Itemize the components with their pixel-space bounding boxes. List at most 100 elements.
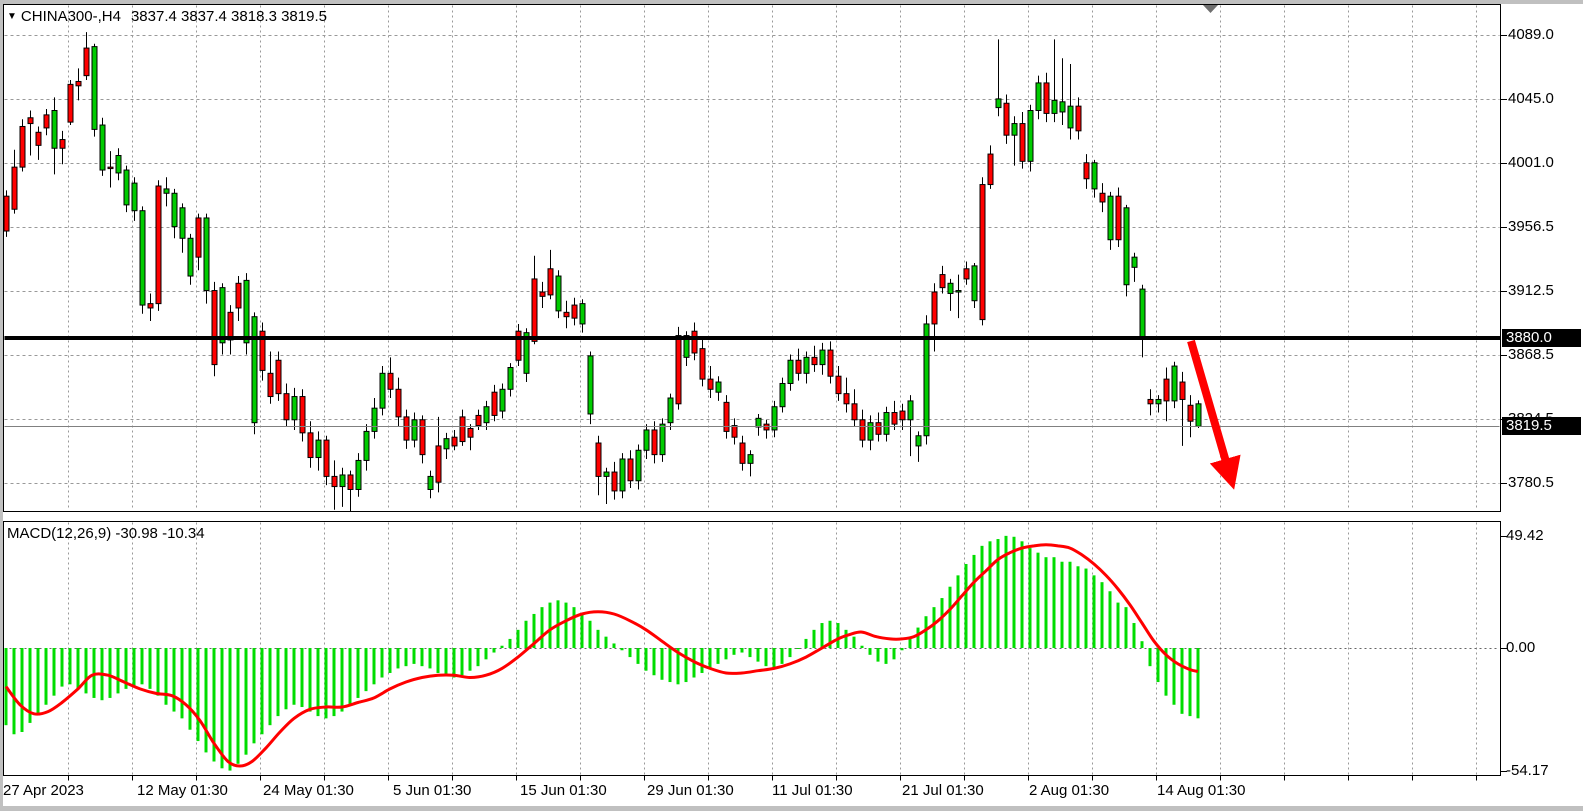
macd-bar	[308, 648, 312, 712]
macd-bar	[1076, 566, 1080, 648]
candle-up	[923, 323, 930, 437]
macd-bar	[220, 648, 224, 769]
candle-up	[363, 430, 370, 461]
candle-up	[1059, 101, 1066, 113]
candle-down	[571, 304, 578, 319]
candle-down	[147, 303, 154, 309]
macd-bar	[204, 648, 208, 753]
candle-up	[555, 275, 562, 312]
candle-up	[1035, 82, 1042, 112]
candle-down	[211, 290, 218, 366]
macd-bar	[460, 648, 464, 676]
symbol-dropdown-icon[interactable]: ▼	[7, 11, 17, 22]
candle-up	[355, 459, 362, 490]
macd-bar	[868, 648, 872, 655]
macd-bar	[124, 648, 128, 689]
candle-down	[827, 349, 834, 377]
window-edge-top	[0, 0, 1583, 4]
candle-down	[11, 166, 18, 210]
candle-down	[195, 217, 202, 258]
macd-bar	[196, 648, 200, 742]
price-axis-label: 3780.5	[1508, 474, 1554, 491]
macd-bar	[1100, 582, 1104, 648]
macd-signal-line	[4, 543, 1199, 768]
macd-bar	[1036, 552, 1040, 648]
candle-up	[499, 388, 506, 412]
candle-up	[907, 400, 914, 421]
macd-bar	[676, 648, 680, 685]
macd-bar	[412, 648, 416, 664]
macd-bar	[284, 648, 288, 710]
horizontal-trend-line[interactable]	[4, 336, 1501, 340]
candle-up	[715, 381, 722, 393]
candle-up	[291, 396, 298, 421]
time-axis-label: 29 Jun 01:30	[647, 782, 734, 799]
down-arrow-annotation[interactable]	[1187, 339, 1241, 490]
candle-up	[619, 458, 626, 492]
macd-bar	[36, 648, 40, 714]
candle-down	[275, 359, 282, 395]
candle-up	[587, 355, 594, 415]
macd-bar	[1124, 607, 1128, 648]
candle-down	[691, 330, 698, 354]
macd-bar	[588, 620, 592, 648]
candle-down	[795, 359, 802, 374]
candle-up	[635, 449, 642, 482]
candle-up	[251, 316, 258, 424]
candle-down	[843, 393, 850, 405]
window-edge-bottom	[0, 806, 1583, 811]
candle-down	[1043, 82, 1050, 114]
candle-down	[395, 388, 402, 418]
macd-bar	[396, 648, 400, 669]
macd-bar	[780, 648, 784, 664]
macd-bar	[724, 648, 728, 660]
candle-up	[507, 367, 514, 390]
macd-bar	[300, 648, 304, 708]
candle-down	[707, 378, 714, 390]
macd-bar	[148, 648, 152, 689]
candle-up	[243, 279, 250, 344]
macd-bar	[764, 648, 768, 667]
candle-up	[1107, 195, 1114, 241]
macd-bar	[716, 648, 720, 664]
candle-up	[683, 335, 690, 358]
macd-bar	[236, 648, 240, 764]
candle-down	[19, 125, 26, 168]
candle-down	[419, 419, 426, 456]
macd-bar	[1180, 648, 1184, 714]
candle-down	[331, 475, 338, 488]
macd-bar	[332, 648, 336, 717]
macd-bar	[476, 648, 480, 667]
macd-bar	[924, 616, 928, 648]
candle-up	[579, 303, 586, 325]
candle-down	[83, 47, 90, 77]
candle-up	[179, 207, 186, 239]
chart-shift-marker-icon[interactable]	[1203, 5, 1218, 13]
macd-bar	[812, 629, 816, 648]
candle-down	[323, 439, 330, 477]
macd-bar	[1164, 648, 1168, 696]
macd-bar	[228, 648, 232, 771]
candle-down	[531, 278, 538, 342]
candle-up	[443, 438, 450, 450]
macd-bar	[92, 648, 96, 698]
macd-bar	[644, 648, 648, 671]
macd-bar	[4, 648, 8, 726]
macd-bar	[796, 648, 800, 649]
candle-up	[747, 454, 754, 464]
macd-bar	[1148, 648, 1152, 667]
candle-up	[755, 417, 762, 428]
candle-down	[859, 419, 866, 441]
candle-up	[219, 287, 226, 344]
candle-down	[1187, 404, 1194, 422]
candle-up	[659, 423, 666, 456]
time-axis-label: 11 Jul 01:30	[772, 782, 853, 799]
macd-bar	[876, 648, 880, 662]
macd-bar	[180, 648, 184, 719]
macd-bar	[444, 648, 448, 676]
macd-bar	[628, 648, 632, 658]
candle-up	[771, 406, 778, 431]
macd-bar	[364, 648, 368, 692]
candle-down	[403, 416, 410, 441]
